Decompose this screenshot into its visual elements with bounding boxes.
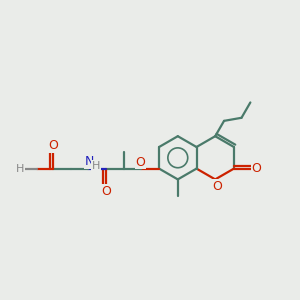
- Text: H: H: [16, 164, 24, 174]
- Text: O: O: [251, 162, 261, 175]
- Text: O: O: [212, 179, 222, 193]
- Text: N: N: [85, 155, 94, 168]
- Text: O: O: [135, 155, 145, 169]
- Text: O: O: [48, 139, 58, 152]
- Text: O: O: [101, 185, 111, 198]
- Text: H: H: [92, 160, 100, 171]
